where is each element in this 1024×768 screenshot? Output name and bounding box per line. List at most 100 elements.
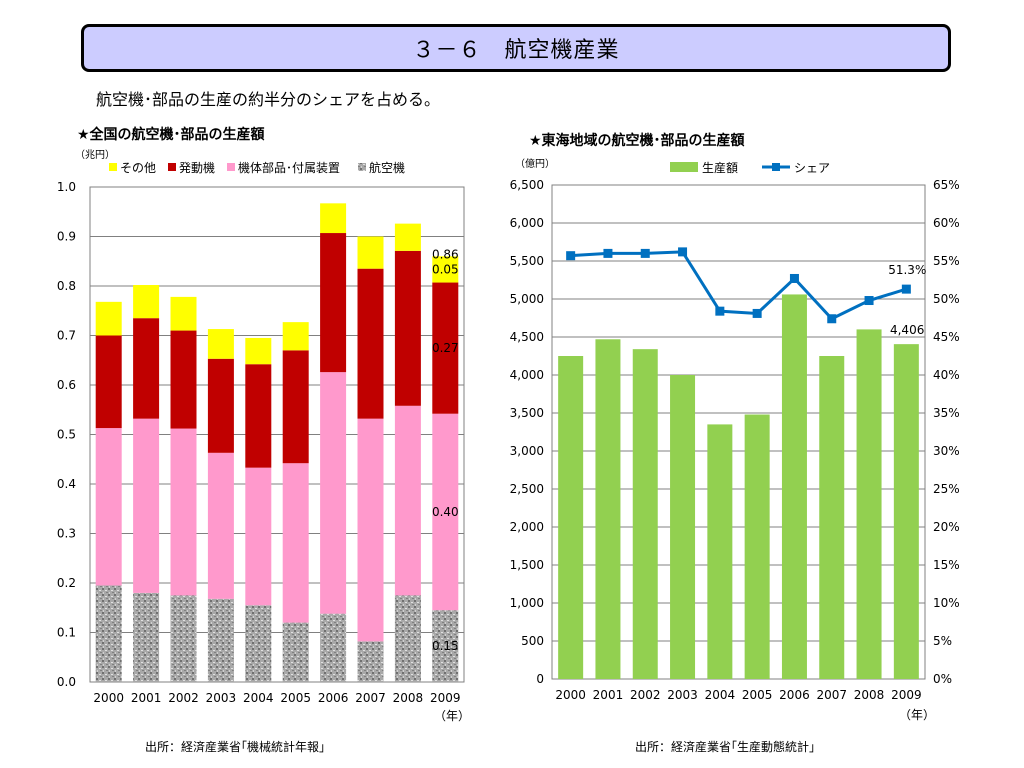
right-y-tick-label: 500	[521, 634, 544, 648]
right-y2-tick-label: 35%	[933, 406, 960, 420]
right-bar-2005	[744, 414, 770, 679]
right-x-tick-label: 2009	[891, 688, 922, 702]
left-data-label-2: 0.27	[432, 341, 459, 355]
left-bar-2007-series-3	[357, 236, 384, 269]
right-bar-2009	[893, 344, 919, 679]
right-x-tick-label: 2005	[742, 688, 773, 702]
right-y-tick-label: 3,500	[510, 406, 544, 420]
right-bar-2007	[819, 356, 845, 679]
right-y-tick-label: 2,000	[510, 520, 544, 534]
right-y2-tick-label: 0%	[933, 672, 952, 686]
right-x-tick-label: 2007	[816, 688, 847, 702]
left-y-tick-label: 1.0	[57, 180, 76, 194]
left-x-tick-label: 2008	[393, 691, 424, 705]
right-y-unit-label: （億円）	[515, 157, 555, 170]
right-x-tick-label: 2001	[593, 688, 624, 702]
right-bar-2008	[856, 329, 882, 679]
left-bar-2006-series-2	[320, 233, 347, 373]
right-x-tick-label: 2008	[854, 688, 885, 702]
left-bar-2008-series-2	[394, 250, 421, 406]
left-bar-2007-series-0	[357, 641, 384, 682]
right-share-marker-2001	[603, 248, 613, 258]
right-y2-tick-label: 25%	[933, 482, 960, 496]
right-y-tick-label: 4,500	[510, 330, 544, 344]
left-legend-label-3: 航空機	[369, 160, 405, 175]
left-data-label-1: 0.05	[432, 262, 459, 276]
left-y-unit-label: （兆円）	[75, 149, 115, 161]
left-x-tick-label: 2006	[318, 691, 349, 705]
left-bar-2006-series-0	[320, 613, 347, 682]
right-bar-2000	[558, 356, 584, 679]
left-bar-2009-series-1	[432, 413, 459, 611]
left-legend-swatch-1	[168, 163, 176, 171]
left-legend-label-2: 機体部品･付属装置	[238, 160, 340, 175]
right-y2-tick-label: 50%	[933, 292, 960, 306]
left-bar-2006-series-3	[320, 203, 347, 234]
left-bar-2004-series-3	[245, 337, 272, 365]
right-x-tick-label: 2000	[555, 688, 586, 702]
left-bar-2004-series-2	[245, 364, 272, 468]
right-y-tick-label: 4,000	[510, 368, 544, 382]
right-y-tick-label: 5,000	[510, 292, 544, 306]
right-x-tick-label: 2002	[630, 688, 661, 702]
left-y-tick-label: 0.6	[57, 378, 76, 392]
left-legend-swatch-3	[358, 163, 366, 171]
left-y-tick-label: 0.4	[57, 477, 76, 491]
right-y2-tick-label: 65%	[933, 178, 960, 192]
left-x-tick-label: 2001	[131, 691, 162, 705]
right-bar-2001	[595, 339, 621, 679]
right-y-tick-label: 6,500	[510, 178, 544, 192]
left-bar-2003-series-3	[207, 329, 234, 359]
left-legend-label-1: 発動機	[179, 160, 215, 175]
right-y-tick-label: 1,500	[510, 558, 544, 572]
right-y2-tick-label: 30%	[933, 444, 960, 458]
left-y-tick-label: 0.7	[57, 329, 76, 343]
left-bar-2000-series-0	[95, 585, 122, 682]
left-data-label-3: 0.40	[432, 505, 459, 519]
right-y2-tick-label: 15%	[933, 558, 960, 572]
left-bar-2009-series-0	[432, 610, 459, 682]
right-data-label-share: 51.3%	[888, 263, 926, 277]
right-legend-swatch-marker	[772, 163, 780, 171]
slide-title: ３－６ 航空機産業	[81, 24, 951, 72]
left-y-tick-label: 0.1	[57, 626, 76, 640]
slide-subtitle: 航空機･部品の生産の約半分のシェアを占める。	[96, 90, 441, 109]
right-data-label-value: 4,406	[890, 323, 924, 337]
left-x-tick-label: 2007	[355, 691, 386, 705]
left-bar-2003-series-1	[207, 452, 234, 599]
left-bar-2001-series-2	[133, 318, 160, 419]
right-y2-tick-label: 45%	[933, 330, 960, 344]
right-y2-tick-label: 20%	[933, 520, 960, 534]
right-y2-tick-label: 60%	[933, 216, 960, 230]
right-y-tick-label: 6,000	[510, 216, 544, 230]
left-bar-2009-series-3	[432, 256, 459, 283]
left-x-unit-label: （年）	[434, 709, 470, 723]
right-share-line	[570, 250, 907, 321]
left-bar-2005-series-2	[282, 350, 309, 464]
left-data-label-0: 0.86	[432, 247, 459, 261]
right-y-tick-label: 5,500	[510, 254, 544, 268]
left-bar-2000-series-1	[95, 428, 122, 586]
left-bar-2008-series-3	[394, 223, 421, 251]
right-legend-label-bar: 生産額	[702, 160, 738, 175]
left-bar-2002-series-0	[170, 595, 197, 682]
left-chart-source: 出所：経済産業省｢機械統計年報｣	[145, 740, 326, 754]
left-bar-2005-series-3	[282, 322, 309, 351]
left-bar-2000-series-2	[95, 335, 122, 429]
left-data-label-4: 0.15	[432, 639, 459, 653]
left-bar-2001-series-0	[133, 592, 160, 682]
left-y-tick-label: 0.3	[57, 527, 76, 541]
left-legend-label-0: その他	[120, 161, 156, 175]
right-x-tick-label: 2004	[705, 688, 736, 702]
right-y-tick-label: 1,000	[510, 596, 544, 610]
right-share-marker-2007	[827, 314, 837, 324]
left-bar-2008-series-1	[394, 405, 421, 596]
left-bar-2008-series-0	[394, 595, 421, 682]
right-x-tick-label: 2003	[667, 688, 698, 702]
left-y-tick-label: 0.8	[57, 279, 76, 293]
right-bar-2002	[632, 349, 658, 679]
left-bar-2004-series-0	[245, 605, 272, 682]
right-y2-tick-label: 55%	[933, 254, 960, 268]
left-bar-2002-series-3	[170, 296, 197, 331]
